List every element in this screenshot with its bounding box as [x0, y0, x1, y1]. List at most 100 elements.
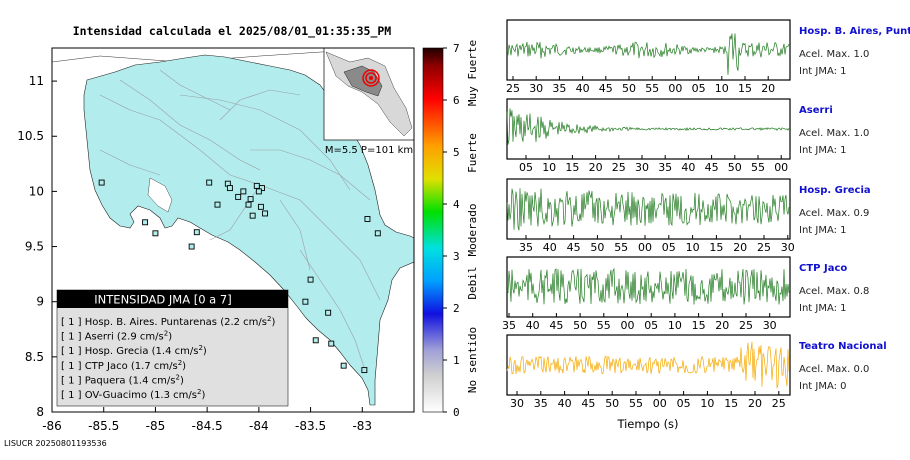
legend-entry-value: (1.7 cm/s [131, 361, 178, 372]
waveform-tick-label: 50 [622, 82, 636, 95]
legend-box [56, 289, 289, 407]
waveform-tick-label: 55 [629, 397, 643, 410]
waveform-tick-label: 35 [552, 82, 566, 95]
int-jma: Int JMA: 0 [799, 381, 847, 392]
legend-entry-sup: 2 [178, 359, 182, 367]
legend-entry-int: [ 1 ] [61, 317, 85, 328]
station-marker [226, 185, 233, 192]
int-jma: Int JMA: 1 [799, 225, 847, 236]
waveform-tick-label: 45 [567, 241, 581, 254]
legend-entry-sup: 2 [175, 373, 179, 381]
station-marker [325, 309, 332, 316]
legend-entry-sup: 2 [198, 344, 202, 352]
waveform-tick-label: 55 [597, 319, 611, 332]
legend-entry: [ 1 ] Paquera (1.4 cm/s2) [61, 373, 184, 386]
int-jma: Int JMA: 1 [799, 145, 847, 156]
map-x-tick-label: -83 [352, 419, 372, 433]
station-name: CTP Jaco [799, 263, 847, 274]
waveform-tick-label: 55 [751, 161, 765, 174]
map-x-tick-label: -84.5 [192, 419, 223, 433]
waveform-trace-group: 35 40 45 50 55 00 05 10 15 20 25 30 Hosp. Grecia Acel… [506, 178, 871, 254]
waveform-frame [506, 256, 791, 318]
legend-entry-close: ) [168, 332, 172, 343]
colorbar-category-label: Muy Fuerte [466, 40, 479, 106]
waveform-tick-label: 10 [668, 319, 682, 332]
station-marker [206, 179, 213, 186]
waveform-tick-label: 50 [590, 241, 604, 254]
station-marker [374, 230, 381, 237]
station-markers [98, 179, 381, 374]
waveform-line [506, 33, 790, 75]
colorbar-category-label: Moderado [466, 204, 479, 257]
waveform-tick-label: 25 [757, 241, 771, 254]
waveform-tick-label: 30 [763, 319, 777, 332]
waveform-trace-group: 25 30 35 40 45 50 55 00 05 10 15 20 Hosp. B. Aires, … [506, 19, 910, 95]
waveform-tick-label: 45 [549, 319, 563, 332]
station-marker [249, 212, 256, 219]
legend-entry-close: ) [180, 375, 184, 386]
colorbar-gradient [422, 47, 444, 413]
map-y-tick-label: 11 [29, 74, 44, 88]
legend-entry-close: ) [182, 361, 186, 372]
legend-entry: [ 1 ] CTP Jaco (1.7 cm/s2) [61, 359, 186, 372]
legend-entry-name: Paquera [85, 375, 129, 386]
legend-entry-int: [ 1 ] [61, 390, 85, 401]
waveform-tick-label: 50 [573, 319, 587, 332]
waveform-tick-label: 15 [565, 161, 579, 174]
waveform-tick-label: 15 [724, 397, 738, 410]
station-marker [193, 229, 200, 236]
waveform-tick-label: 10 [686, 241, 700, 254]
waveform-tick-label: 20 [761, 82, 775, 95]
station-marker [253, 182, 260, 189]
colorbar-tick-label: 3 [453, 250, 460, 263]
waveform-tick-label: 45 [599, 82, 613, 95]
station-name: Hosp. B. Aires, Puntare [799, 26, 910, 37]
colorbar-category-label: Debil [466, 266, 479, 299]
colorbar-tick-label: 5 [453, 146, 460, 159]
waveform-tick-label: 00 [638, 241, 652, 254]
legend-entry: [ 1 ] OV-Guacimo (1.3 cm/s2) [61, 388, 205, 401]
legend-entry-sup: 2 [197, 388, 201, 396]
waveform-tick-label: 25 [506, 82, 520, 95]
legend-entry-sup: 2 [267, 315, 271, 323]
legend-entry-value: (2.9 cm/s [117, 332, 164, 343]
waveform-tick-label: 15 [709, 241, 723, 254]
station-name: Teatro Nacional [799, 341, 887, 352]
station-marker [188, 243, 195, 250]
waveform-tick-label: 00 [621, 319, 635, 332]
colorbar-tick-label: 1 [453, 354, 460, 367]
map-y-tick-label: 9 [36, 295, 44, 309]
station-marker [259, 185, 265, 192]
waveform-tick-label: 05 [692, 82, 706, 95]
colorbar-tick-label: 0 [453, 406, 460, 419]
map-x-axis: -86 -85.5 -85 -84.5 -84 -83.5 -83 [42, 407, 372, 433]
waveform-tick-label: 25 [739, 319, 753, 332]
epicenter-dot [369, 76, 373, 80]
station-marker [98, 179, 105, 186]
waveform-xlabel: Tiempo (s) [616, 417, 678, 431]
map-y-tick-label: 8 [36, 405, 44, 419]
legend-entry-int: [ 1 ] [61, 375, 85, 386]
waveform-tick-label: 00 [653, 397, 667, 410]
colorbar-category-label: Fuerte [466, 133, 479, 173]
map-y-axis: 11 10.5 10 9.5 9 8.5 8 [17, 74, 57, 419]
waveform-tick-label: 20 [589, 161, 603, 174]
legend-header [57, 290, 288, 308]
waveform-tick-label: 55 [645, 82, 659, 95]
waveform-frame [506, 19, 791, 81]
acel-max: Acel. Max. 0.0 [799, 364, 869, 375]
waveform-tick-label: 20 [715, 319, 729, 332]
colorbar-categories: No sentido Debil Moderado Fuerte Muy Fuerte [466, 40, 479, 393]
station-marker [302, 298, 309, 305]
waveform-tick-label: 10 [715, 82, 729, 95]
intensity-legend: INTENSIDAD JMA [0 a 7] [ 1 ] Hosp. B. Ai… [56, 289, 289, 407]
intensity-colorbar: 0 1 2 3 4 5 6 7 No sentido Debil Moderado Fuerte Mu… [422, 40, 479, 419]
station-marker [240, 188, 247, 195]
colorbar-tick-label: 4 [453, 198, 460, 211]
colorbar-tick-label: 2 [453, 302, 460, 315]
waveform-tick-label: 40 [576, 82, 590, 95]
map-x-tick-label: -83.5 [295, 419, 326, 433]
legend-entry: [ 1 ] Hosp. B. Aires. Puntarenas (2.2 cm… [61, 315, 275, 328]
legend-entry-name: OV-Guacimo [85, 390, 150, 401]
waveform-line [506, 188, 790, 231]
